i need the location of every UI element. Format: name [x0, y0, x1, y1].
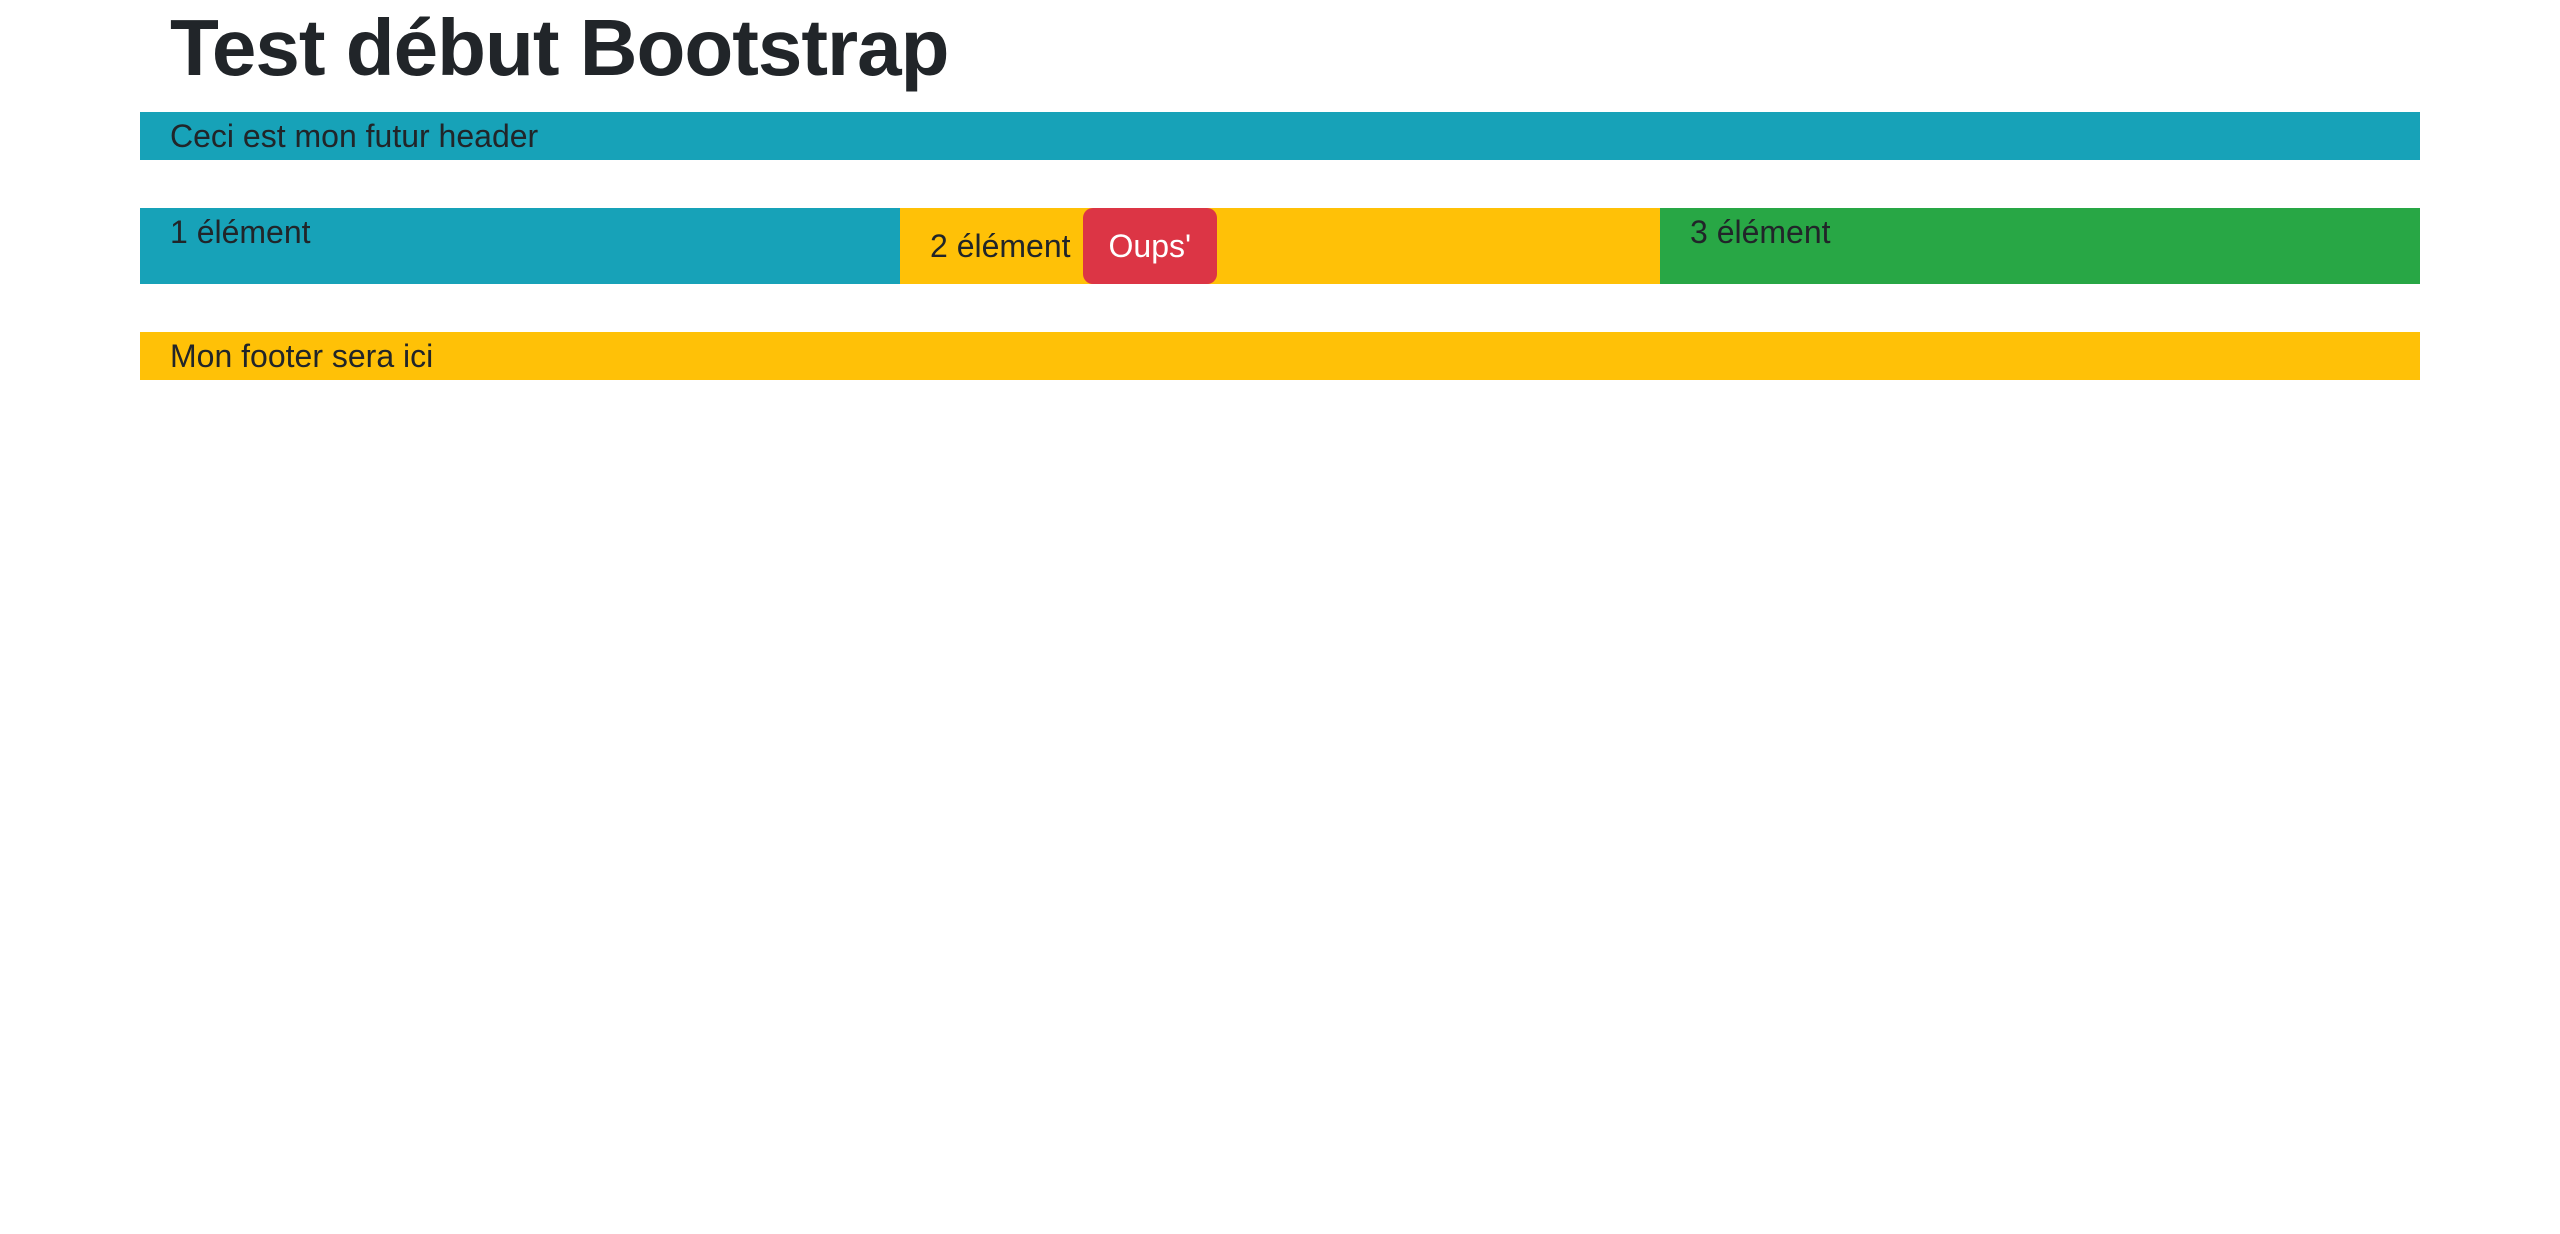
- content-row: 1 élément 2 élément Oups' 3 élément: [140, 208, 2420, 284]
- oups-button[interactable]: Oups': [1082, 208, 1218, 284]
- header-band: Ceci est mon futur header: [140, 112, 2420, 160]
- footer-band: Mon footer sera ici: [140, 332, 2420, 380]
- main-content: 1 élément 2 élément Oups' 3 élément: [140, 208, 2420, 284]
- footer-text: Mon footer sera ici: [170, 338, 434, 374]
- column-3: 3 élément: [1660, 208, 2420, 284]
- column-3-label: 3 élément: [1690, 214, 1831, 250]
- column-2: 2 élément Oups': [900, 208, 1660, 284]
- column-1-label: 1 élément: [170, 214, 311, 250]
- page-title: Test début Bootstrap: [170, 3, 950, 92]
- column-1: 1 élément: [140, 208, 900, 284]
- column-2-label: 2 élément: [930, 228, 1071, 264]
- header-text: Ceci est mon futur header: [170, 118, 539, 154]
